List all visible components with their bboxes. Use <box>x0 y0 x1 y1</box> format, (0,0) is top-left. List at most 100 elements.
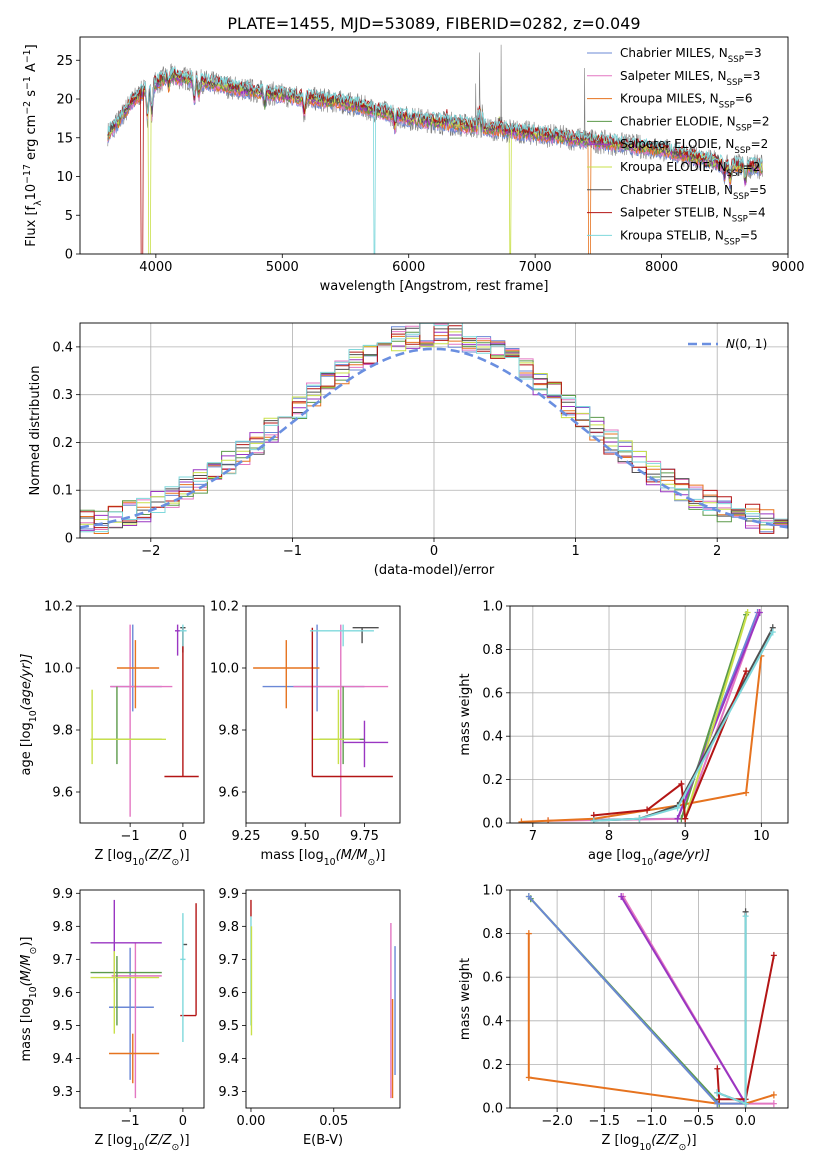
series-kroupa_stelib <box>593 631 774 822</box>
y-tick-label: 1.0 <box>482 884 503 899</box>
plot-area <box>525 893 777 1108</box>
x-axis-label: (data-model)/error <box>374 563 495 578</box>
x-axis-label: E(B-V) <box>303 1133 343 1148</box>
x-tick-label: 10 <box>753 829 770 844</box>
x-tick-label: 0.0 <box>735 1114 756 1129</box>
axes-frame <box>79 889 205 1109</box>
x-tick-label: 9 <box>681 829 689 844</box>
y-tick-label: 9.3 <box>218 1085 239 1100</box>
y-tick-label: 0.2 <box>482 773 503 788</box>
legend: N(0, 1) <box>688 337 767 351</box>
axes-frame <box>509 889 789 1109</box>
data-spectrum <box>107 44 763 189</box>
y-tick-label: 9.4 <box>52 1052 73 1067</box>
x-tick-label: 9.50 <box>291 829 320 844</box>
plot-area <box>90 899 197 1099</box>
panel-mass_vs_Z: −1 0 9.3 9.4 9.5 9.6 9.7 9.8 9.9 mass [log10(M/M⊙… <box>19 887 205 1153</box>
x-tick-label: −2 <box>141 544 160 559</box>
panel-age_vs_Z: −1 0 9.6 9.8 10.0 10.2 age [log10(age/yr)] Z [l… <box>19 600 205 868</box>
x-tick-label: 9.25 <box>232 829 261 844</box>
plot-area <box>253 624 393 817</box>
panel-spectrum: 4000 5000 6000 7000 8000 9000 0 5 10 15 20 25 Flux [… <box>22 36 805 294</box>
y-axis-label: mass [log10(M/M⊙)] <box>19 937 39 1062</box>
legend-label: Chabrier STELIB, NSSP=5 <box>620 183 767 202</box>
plot-area <box>518 609 776 823</box>
y-tick-label: 10.2 <box>44 600 73 615</box>
series-chabrier_miles <box>528 895 746 1105</box>
axes-frame <box>509 605 789 824</box>
y-tick-label: 9.7 <box>52 953 73 968</box>
y-tick-label: 0.4 <box>482 1014 503 1029</box>
series-chabrier_elodie <box>680 614 748 820</box>
x-axis-label: Z [log10(Z/Z⊙)] <box>94 848 189 868</box>
x-tick-label: 2 <box>713 544 721 559</box>
y-tick-label: 20 <box>56 93 73 108</box>
model-kroupa_stelib <box>107 67 763 254</box>
x-axis-label: age [log10(age/yr)] <box>588 848 710 868</box>
legend-label: Salpeter MILES, NSSP=3 <box>620 69 760 88</box>
plot-area <box>90 624 199 817</box>
plot-area <box>80 323 788 538</box>
legend-label: Chabrier MILES, NSSP=3 <box>620 46 762 65</box>
legend-label: Kroupa ELODIE, NSSP=2 <box>620 160 760 179</box>
x-tick-label: 0 <box>179 829 187 844</box>
y-tick-label: 25 <box>56 54 73 69</box>
axes-frame <box>79 605 205 824</box>
y-tick-label: 0.8 <box>482 643 503 658</box>
y-tick-label: 0.3 <box>52 388 73 403</box>
x-tick-label: 5000 <box>266 260 299 275</box>
y-tick-label: 9.6 <box>52 786 73 801</box>
histogram-salpeter_stelib <box>80 323 788 538</box>
y-tick-label: 0.4 <box>52 340 73 355</box>
histogram-kroupa_stelib <box>80 323 788 538</box>
x-tick-label: −0.5 <box>683 1114 715 1129</box>
x-axis-label: wavelength [Angstrom, rest frame] <box>320 279 549 294</box>
x-tick-label: 7 <box>529 829 537 844</box>
y-tick-label: 0.2 <box>52 436 73 451</box>
y-tick-label: 9.6 <box>52 986 73 1001</box>
y-tick-label: 0 <box>65 248 73 263</box>
panel-age_vs_mass: 9.25 9.50 9.75 9.6 9.8 10.0 10.2 mass [log10(M/… <box>210 600 401 868</box>
y-tick-label: 0 <box>65 532 73 547</box>
y-tick-label: 0.0 <box>482 1102 503 1117</box>
y-tick-label: 9.4 <box>218 1052 239 1067</box>
axes-frame <box>79 36 789 255</box>
legend-label: Kroupa MILES, NSSP=6 <box>620 92 753 111</box>
y-axis-label: mass weight <box>458 673 473 755</box>
x-tick-label: 8 <box>605 829 613 844</box>
y-tick-label: 9.5 <box>218 1019 239 1034</box>
series-kroupa_elodie <box>684 612 749 819</box>
x-tick-label: −1.5 <box>588 1114 620 1129</box>
series-chabrier_stelib <box>716 911 747 1106</box>
y-tick-label: 15 <box>56 131 73 146</box>
y-axis-label: age [log10(age/yr)] <box>19 654 39 776</box>
y-tick-label: 9.8 <box>52 724 73 739</box>
y-tick-label: 10 <box>56 170 73 185</box>
legend: Chabrier MILES, NSSP=3 Salpeter MILES, NS… <box>587 46 769 247</box>
y-tick-label: 9.6 <box>218 786 239 801</box>
x-axis-label: Z [log10(Z/Z⊙)] <box>94 1133 189 1153</box>
series-salpeter_elodie <box>620 895 747 1105</box>
axes-frame <box>245 889 401 1109</box>
x-tick-label: −1 <box>121 1114 140 1129</box>
panel-residuals: −2 −1 0 1 2 0 0.1 0.2 0.3 0.4 Normed distribution (… <box>28 322 789 578</box>
y-tick-label: 9.9 <box>52 887 73 902</box>
legend-label: Chabrier ELODIE, NSSP=2 <box>620 114 769 133</box>
y-tick-label: 9.5 <box>52 1019 73 1034</box>
y-tick-label: 10.0 <box>210 662 239 677</box>
y-tick-label: 0.0 <box>482 817 503 832</box>
legend-label: Salpeter ELODIE, NSSP=2 <box>620 137 768 156</box>
y-tick-label: 10.0 <box>44 662 73 677</box>
x-tick-label: 9.75 <box>350 829 379 844</box>
x-tick-label: −1 <box>121 829 140 844</box>
y-tick-label: 9.8 <box>218 724 239 739</box>
x-tick-label: −1 <box>283 544 302 559</box>
y-tick-label: 5 <box>65 209 73 224</box>
x-tick-label: 7000 <box>519 260 552 275</box>
plot-area <box>250 899 396 1099</box>
x-tick-label: 1 <box>571 544 579 559</box>
x-tick-label: 8000 <box>645 260 678 275</box>
x-axis-label: Z [log10(Z/Z⊙)] <box>601 1133 696 1153</box>
y-tick-label: 0.1 <box>52 484 73 499</box>
y-tick-label: 10.2 <box>210 600 239 615</box>
